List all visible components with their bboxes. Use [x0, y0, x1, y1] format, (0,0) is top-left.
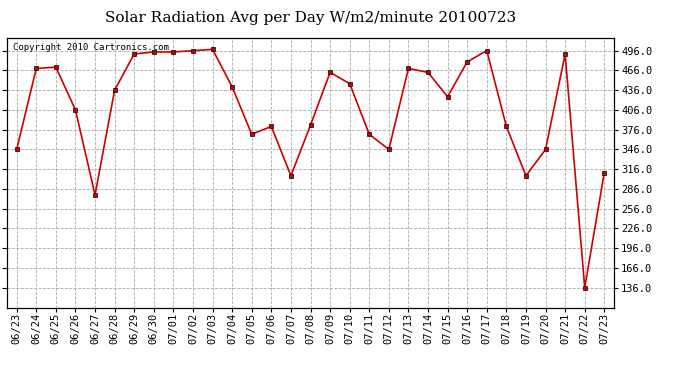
Text: Copyright 2010 Cartronics.com: Copyright 2010 Cartronics.com [13, 43, 169, 52]
Text: Solar Radiation Avg per Day W/m2/minute 20100723: Solar Radiation Avg per Day W/m2/minute … [105, 11, 516, 25]
